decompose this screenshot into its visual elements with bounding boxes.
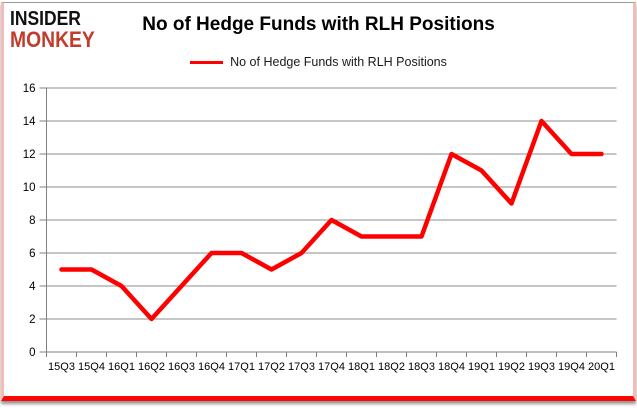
svg-text:16Q2: 16Q2 (138, 361, 165, 373)
svg-text:15Q3: 15Q3 (48, 361, 75, 373)
svg-text:20Q1: 20Q1 (588, 361, 615, 373)
svg-text:15Q4: 15Q4 (78, 361, 105, 373)
svg-text:18Q1: 18Q1 (348, 361, 375, 373)
logo-word-monkey: MONKEY (10, 27, 95, 53)
svg-text:16Q3: 16Q3 (168, 361, 195, 373)
legend: No of Hedge Funds with RLH Positions (0, 55, 637, 69)
svg-text:16: 16 (23, 83, 36, 95)
svg-text:16Q4: 16Q4 (198, 361, 225, 373)
series-line (59, 118, 604, 322)
y-tick-labels: 0 2 4 6 8 10 12 14 16 (23, 83, 36, 359)
svg-text:12: 12 (23, 149, 36, 161)
svg-text:19Q2: 19Q2 (498, 361, 525, 373)
svg-text:0: 0 (29, 347, 35, 359)
axes (39, 87, 617, 357)
svg-text:18Q2: 18Q2 (378, 361, 405, 373)
logo-word-insider: INSIDER (10, 7, 81, 30)
svg-text:14: 14 (23, 116, 36, 128)
chart-title: No of Hedge Funds with RLH Positions (142, 14, 495, 35)
legend-line-swatch-icon (190, 60, 224, 64)
svg-text:17Q4: 17Q4 (318, 361, 345, 373)
svg-text:19Q3: 19Q3 (528, 361, 555, 373)
svg-text:16Q1: 16Q1 (108, 361, 135, 373)
svg-text:18Q4: 18Q4 (438, 361, 465, 373)
svg-text:17Q1: 17Q1 (228, 361, 255, 373)
svg-text:17Q2: 17Q2 (258, 361, 285, 373)
svg-text:6: 6 (29, 248, 35, 260)
svg-text:2: 2 (29, 314, 35, 326)
svg-text:18Q3: 18Q3 (408, 361, 435, 373)
svg-text:19Q1: 19Q1 (468, 361, 495, 373)
x-tick-labels: 15Q3 15Q4 16Q1 16Q2 16Q3 16Q4 17Q1 17Q2 17Q3 17Q4… (48, 361, 615, 373)
legend-label: No of Hedge Funds with RLH Positions (230, 55, 447, 69)
insider-monkey-logo: INSIDER MONKEY (10, 7, 120, 53)
svg-text:17Q3: 17Q3 (288, 361, 315, 373)
chart-frame (1, 2, 636, 401)
svg-text:19Q4: 19Q4 (558, 361, 585, 373)
svg-text:4: 4 (29, 281, 36, 293)
svg-text:8: 8 (29, 215, 35, 227)
gridlines (46, 87, 617, 320)
svg-text:10: 10 (23, 182, 36, 194)
